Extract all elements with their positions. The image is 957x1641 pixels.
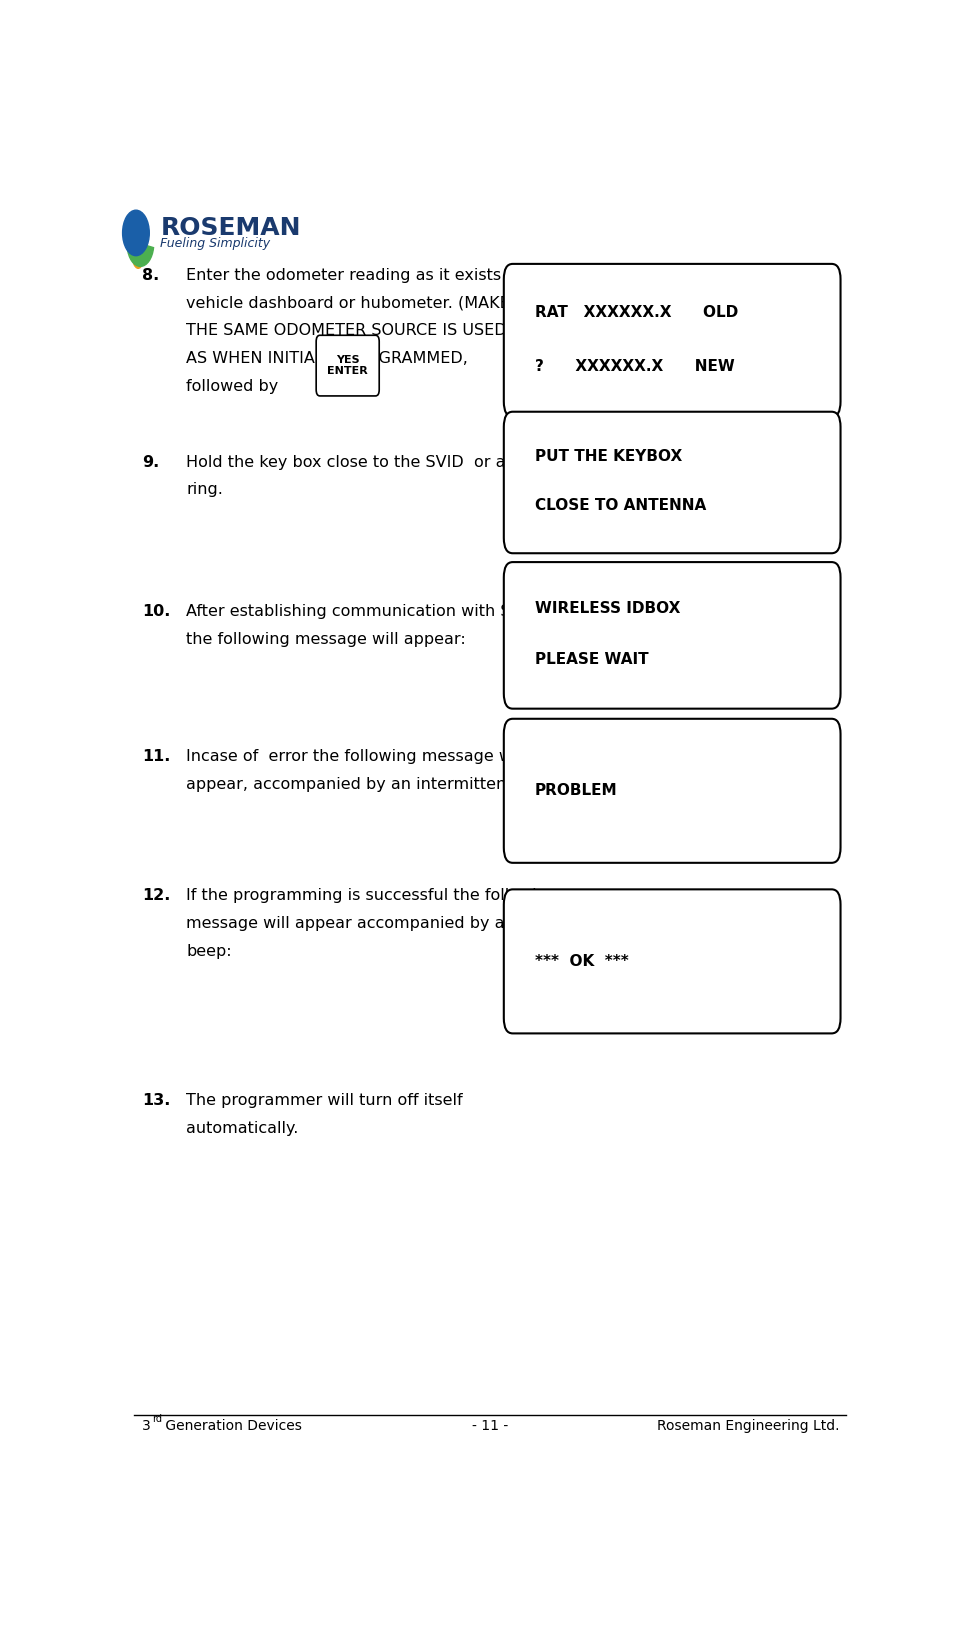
Text: 12.: 12. (142, 888, 170, 903)
Text: Hold the key box close to the SVID  or antenna: Hold the key box close to the SVID or an… (187, 455, 563, 469)
Text: Generation Devices: Generation Devices (161, 1419, 302, 1433)
Text: Fueling Simplicity: Fueling Simplicity (161, 238, 271, 249)
Text: ***  OK  ***: *** OK *** (535, 953, 629, 968)
Text: RAT   XXXXXX.X      OLD: RAT XXXXXX.X OLD (535, 305, 738, 320)
Text: Incase of  error the following message will: Incase of error the following message wi… (187, 748, 526, 765)
FancyBboxPatch shape (503, 563, 840, 709)
Text: AS WHEN INITIALLY PROGRAMMED,: AS WHEN INITIALLY PROGRAMMED, (187, 351, 468, 366)
Text: Enter the odometer reading as it exists on the: Enter the odometer reading as it exists … (187, 267, 558, 282)
Text: 11.: 11. (142, 748, 170, 765)
FancyBboxPatch shape (316, 335, 379, 395)
Wedge shape (127, 243, 153, 266)
Text: PUT THE KEYBOX: PUT THE KEYBOX (535, 450, 682, 464)
Text: rd: rd (152, 1415, 163, 1424)
Text: PROBLEM: PROBLEM (535, 783, 617, 798)
Text: followed by: followed by (187, 379, 278, 394)
Text: CLOSE TO ANTENNA: CLOSE TO ANTENNA (535, 499, 706, 514)
Text: THE SAME ODOMETER SOURCE IS USED: THE SAME ODOMETER SOURCE IS USED (187, 323, 507, 338)
Text: Roseman Engineering Ltd.: Roseman Engineering Ltd. (657, 1419, 839, 1433)
Ellipse shape (132, 236, 145, 269)
Text: ring.: ring. (187, 482, 223, 497)
Text: 9.: 9. (142, 455, 159, 469)
FancyBboxPatch shape (503, 412, 840, 553)
Text: the following message will appear:: the following message will appear: (187, 632, 466, 647)
Text: 8.: 8. (142, 267, 159, 282)
Text: 3: 3 (142, 1419, 150, 1433)
Text: - 11 -: - 11 - (473, 1419, 508, 1433)
FancyBboxPatch shape (503, 889, 840, 1034)
Text: 10.: 10. (142, 604, 170, 619)
FancyBboxPatch shape (503, 264, 840, 417)
Circle shape (122, 210, 149, 256)
Text: After establishing communication with SVID: After establishing communication with SV… (187, 604, 539, 619)
Text: YES
ENTER: YES ENTER (327, 354, 368, 376)
Text: appear, accompanied by an intermittent beep:: appear, accompanied by an intermittent b… (187, 776, 564, 793)
Text: WIRELESS IDBOX: WIRELESS IDBOX (535, 601, 680, 615)
Text: If the programming is successful the following: If the programming is successful the fol… (187, 888, 558, 903)
Text: The programmer will turn off itself: The programmer will turn off itself (187, 1093, 463, 1108)
FancyBboxPatch shape (503, 719, 840, 863)
Text: vehicle dashboard or hubometer. (MAKE SURE: vehicle dashboard or hubometer. (MAKE SU… (187, 295, 558, 310)
Text: automatically.: automatically. (187, 1121, 299, 1136)
Text: message will appear accompanied by a sustained: message will appear accompanied by a sus… (187, 916, 588, 930)
Text: beep:: beep: (187, 944, 232, 958)
Text: ?      XXXXXX.X      NEW: ? XXXXXX.X NEW (535, 359, 735, 374)
Text: ROSEMAN: ROSEMAN (161, 217, 300, 240)
Text: 13.: 13. (142, 1093, 170, 1108)
Text: PLEASE WAIT: PLEASE WAIT (535, 651, 649, 668)
